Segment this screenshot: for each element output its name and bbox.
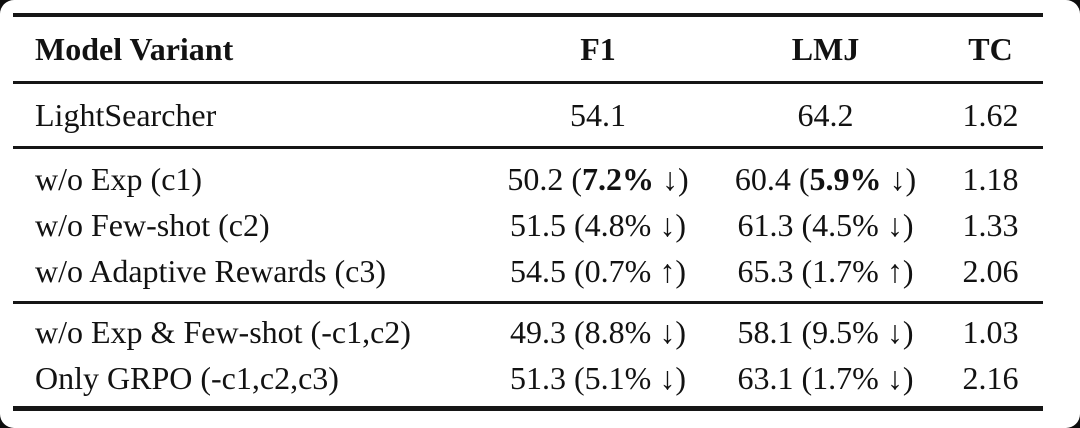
- table-row: LightSearcher 54.1 64.2 1.62: [13, 82, 1043, 149]
- cell-tc: 1.62: [938, 82, 1043, 149]
- cell-lmj: 60.4 (5.9% ↓): [713, 148, 938, 203]
- cell-variant: Only GRPO (-c1,c2,c3): [35, 359, 339, 396]
- cell-tc: 2.06: [962, 252, 1019, 289]
- metric-pre: 51.5 (4.8% ↓): [510, 206, 686, 243]
- cell-f1: 54.5 (0.7% ↑): [483, 248, 713, 303]
- metric-pre: 54.1: [570, 96, 626, 133]
- metric-post: ↓): [654, 160, 689, 197]
- ablation-table: Model Variant F1 LMJ TC LightSearcher 54…: [13, 13, 1043, 411]
- metric-pre: 58.1 (9.5% ↓): [737, 313, 914, 350]
- cell-lmj: 63.1 (1.7% ↓): [713, 355, 938, 409]
- cell-lmj: 64.2: [713, 82, 938, 149]
- cell-lmj: 65.3 (1.7% ↑): [713, 248, 938, 303]
- cell-tc: 1.18: [962, 160, 1019, 197]
- cell-variant: w/o Exp (c1): [35, 160, 203, 197]
- cell-f1: 50.2 (7.2% ↓): [483, 148, 713, 203]
- metric-pre: 60.4 (: [734, 160, 810, 197]
- combined-ablation-group: w/o Exp & Few-shot (-c1,c2) 49.3 (8.8% ↓…: [13, 303, 1043, 409]
- metric-pre: 63.1 (1.7% ↓): [737, 359, 914, 396]
- cell-tc: 2.16: [962, 359, 1019, 396]
- metric-pre: 65.3 (1.7% ↑): [737, 252, 914, 289]
- cell-variant: w/o Adaptive Rewards (c3): [35, 252, 387, 289]
- header-row: Model Variant F1 LMJ TC: [13, 13, 1043, 84]
- baseline-group: LightSearcher 54.1 64.2 1.62: [13, 82, 1043, 149]
- col-header-tc: TC: [938, 13, 1043, 84]
- metric-pre: 50.2 (: [507, 160, 582, 197]
- table-row: w/o Exp & Few-shot (-c1,c2) 49.3 (8.8% ↓…: [13, 303, 1043, 356]
- metric-pre: 49.3 (8.8% ↓): [510, 313, 686, 350]
- cell-lmj: 61.3 (4.5% ↓): [713, 202, 938, 248]
- cell-f1: 54.1: [483, 82, 713, 149]
- metric-pre: 51.3 (5.1% ↓): [510, 359, 686, 396]
- col-header-model-variant: Model Variant: [13, 13, 483, 84]
- metric-pre: 61.3 (4.5% ↓): [737, 206, 914, 243]
- single-ablation-group: w/o Exp (c1) 50.2 (7.2% ↓) 60.4 (5.9% ↓)…: [13, 148, 1043, 303]
- cell-lmj: 58.1 (9.5% ↓): [713, 303, 938, 356]
- table-header: Model Variant F1 LMJ TC: [13, 13, 1043, 84]
- table-row: w/o Few-shot (c2) 51.5 (4.8% ↓) 61.3 (4.…: [13, 202, 1043, 248]
- table-row: w/o Exp (c1) 50.2 (7.2% ↓) 60.4 (5.9% ↓)…: [13, 148, 1043, 203]
- table-row: Only GRPO (-c1,c2,c3) 51.3 (5.1% ↓) 63.1…: [13, 355, 1043, 409]
- cell-tc: 1.33: [962, 206, 1019, 243]
- metric-pre: 54.5 (0.7% ↑): [510, 252, 686, 289]
- metric-pre: 64.2: [797, 96, 854, 133]
- cell-f1: 49.3 (8.8% ↓): [483, 303, 713, 356]
- table-row: w/o Adaptive Rewards (c3) 54.5 (0.7% ↑) …: [13, 248, 1043, 303]
- metric-post: ↓): [881, 160, 917, 197]
- cell-tc: 1.03: [962, 313, 1019, 350]
- metric-bold: 5.9%: [809, 160, 882, 197]
- metric-bold: 7.2%: [582, 160, 654, 197]
- col-header-f1: F1: [483, 13, 713, 84]
- cell-variant: w/o Few-shot (c2): [35, 206, 270, 243]
- cell-variant: LightSearcher: [13, 82, 483, 149]
- col-header-lmj: LMJ: [713, 13, 938, 84]
- cell-f1: 51.3 (5.1% ↓): [483, 355, 713, 409]
- cell-variant: w/o Exp & Few-shot (-c1,c2): [35, 313, 411, 350]
- cell-f1: 51.5 (4.8% ↓): [483, 202, 713, 248]
